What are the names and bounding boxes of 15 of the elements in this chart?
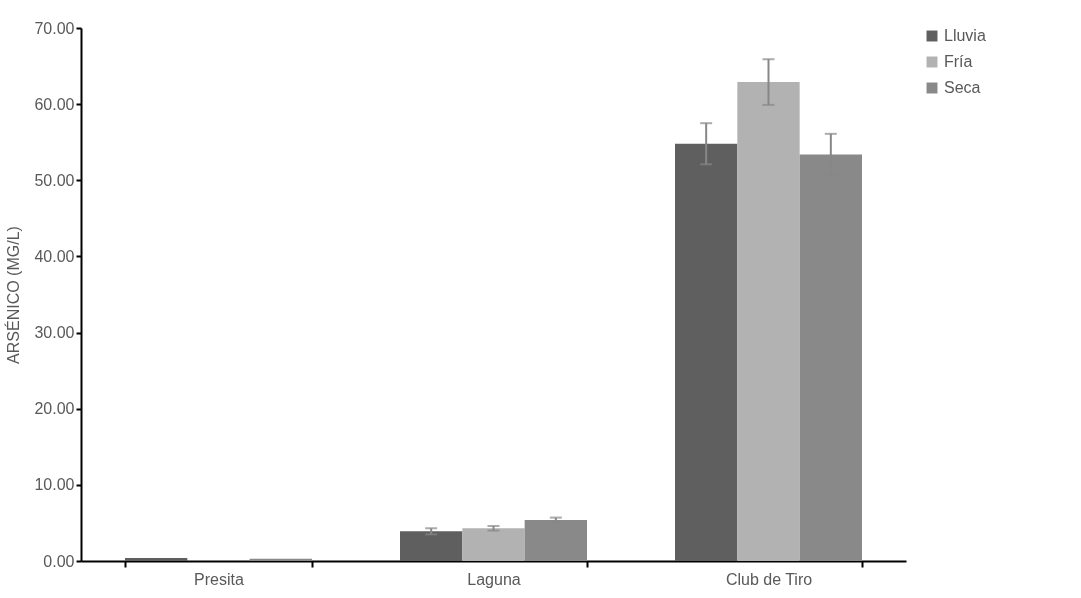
legend-label: Fría (944, 53, 973, 70)
legend-label: Lluvia (944, 27, 986, 44)
y-tick-label: 10.00 (34, 476, 75, 494)
y-tick-label: 30.00 (34, 324, 75, 342)
y-tick-label: 60.00 (34, 95, 75, 113)
legend-label: Seca (944, 79, 981, 96)
x-tick-label: Club de Tiro (725, 570, 813, 588)
y-axis-title: ARSÉNICO (MG/L) (4, 226, 23, 364)
y-tick-label: 70.00 (34, 19, 75, 37)
y-tick-label: 50.00 (34, 171, 75, 189)
x-tick-label: Laguna (467, 570, 521, 588)
y-tick-label: 20.00 (34, 400, 75, 418)
y-tick-label: 40.00 (34, 247, 75, 265)
x-tick-label: Presita (194, 570, 244, 588)
y-tick-label: 0.00 (43, 552, 75, 570)
